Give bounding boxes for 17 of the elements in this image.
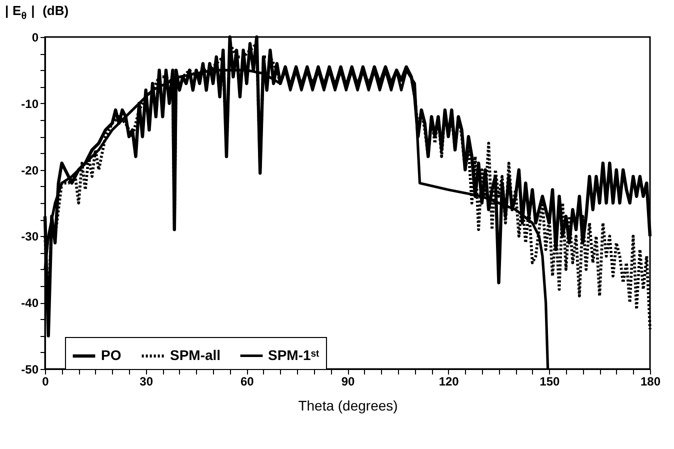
y-tick-label: 0 — [32, 30, 39, 44]
y-tick-label: -50 — [21, 362, 39, 376]
y-tick-label: -10 — [21, 96, 39, 111]
x-tick-label: 30 — [140, 374, 154, 388]
x-axis-title: Theta (degrees) — [298, 398, 398, 414]
y-tick-label: -20 — [21, 163, 39, 178]
y-tick-label: -40 — [21, 296, 39, 310]
x-tick-label: 120 — [438, 374, 460, 388]
legend-label: PO — [101, 347, 122, 363]
y-tick-label: -30 — [21, 230, 39, 244]
legend-label: SPM-1ˢᵗ — [268, 346, 320, 363]
x-tick-label: 90 — [341, 374, 355, 388]
x-tick-label: 180 — [640, 374, 661, 388]
legend-label: SPM-all — [170, 347, 221, 363]
x-tick-label: 0 — [42, 374, 50, 388]
x-tick-label: 150 — [540, 374, 560, 388]
x-tick-label: 60 — [240, 374, 254, 388]
